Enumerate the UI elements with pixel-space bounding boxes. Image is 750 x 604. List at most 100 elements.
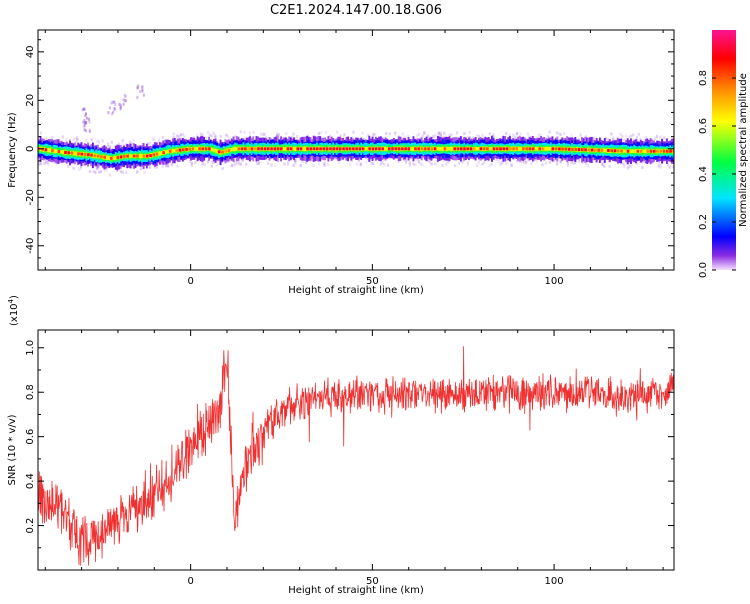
spectral-peak-cell <box>270 147 273 151</box>
spectral-halo-cell <box>261 132 264 136</box>
spectral-peak-cell <box>263 147 267 151</box>
spectral-halo-cell <box>363 137 366 141</box>
spectral-halo-cell <box>225 133 228 137</box>
spectral-halo-cell <box>488 132 491 136</box>
spectral-peak-cell <box>358 147 362 151</box>
spectral-halo-cell <box>119 170 122 174</box>
spectral-halo-cell <box>397 159 400 163</box>
spectral-peak-cell <box>387 147 391 151</box>
spectral-halo-cell <box>475 164 479 168</box>
spectral-peak-cell <box>414 147 417 151</box>
spectral-halo-cell <box>350 159 353 163</box>
spectral-halo-cell <box>555 159 559 163</box>
spectral-halo-cell <box>274 164 277 168</box>
spectral-halo-cell <box>668 165 671 169</box>
spectral-band-cell <box>232 147 235 152</box>
spectral-peak-cell <box>260 147 264 151</box>
spectral-peak-cell <box>600 148 604 152</box>
spectral-halo-cell <box>201 132 204 136</box>
spectral-halo-cell <box>414 163 417 167</box>
spectral-peak-cell <box>486 147 489 151</box>
spectral-halo-cell <box>383 158 386 162</box>
spectral-halo-cell <box>592 136 595 140</box>
spectral-halo-cell <box>441 136 444 140</box>
spectral-band-cell <box>520 146 523 151</box>
spectral-halo-cell <box>232 163 235 167</box>
spectral-peak-cell <box>352 147 355 151</box>
spectral-halo-cell <box>421 163 424 167</box>
spectral-peak-cell <box>594 148 597 152</box>
spectral-halo-cell <box>117 142 121 146</box>
spectral-peak-cell <box>247 147 250 151</box>
spectral-halo-cell <box>256 162 259 166</box>
spectral-halo-cell <box>454 164 457 168</box>
spectral-band-cell <box>160 151 163 155</box>
spectral-band-cell <box>489 147 492 151</box>
spectral-halo-cell <box>76 139 79 143</box>
spectral-halo-cell <box>212 161 215 165</box>
spectral-halo-cell <box>38 162 41 166</box>
spectral-halo-cell <box>172 136 175 140</box>
spectral-halo-cell <box>654 137 657 141</box>
colorbar-gradient <box>712 30 736 270</box>
spectral-band-cell <box>139 153 142 159</box>
spectral-halo-cell <box>423 131 426 135</box>
spectral-halo-cell <box>492 135 495 139</box>
spectral-halo-cell <box>514 135 517 139</box>
spectral-peak-cell <box>584 148 587 152</box>
spectral-peak-cell <box>87 153 90 157</box>
spectral-halo-cell <box>116 168 119 172</box>
spectral-halo-cell <box>128 140 132 144</box>
spectral-halo-cell <box>285 131 288 135</box>
spectral-halo-cell <box>270 163 273 167</box>
spectral-band-cell <box>284 146 287 151</box>
spectral-band-cell <box>477 146 480 151</box>
spectral-peak-cell <box>126 154 129 158</box>
spectral-halo-cell <box>157 137 161 141</box>
spectral-peak-cell <box>90 153 93 157</box>
spectral-scatter-cell <box>114 102 117 106</box>
spectral-halo-cell <box>283 162 286 166</box>
spectral-halo-cell <box>67 164 70 168</box>
spectral-peak-cell <box>132 154 136 158</box>
spectral-halo-cell <box>466 162 470 166</box>
spectral-scatter-cell <box>123 93 126 97</box>
spectral-band-cell <box>631 149 634 153</box>
spectral-halo-cell <box>196 133 199 137</box>
spectral-band-cell <box>644 149 647 154</box>
spectral-halo-cell <box>672 165 674 169</box>
spectral-peak-cell <box>492 147 496 151</box>
x-tick-label: 0 <box>187 576 193 587</box>
spectral-halo-cell <box>319 131 322 135</box>
spectral-scatter-cell <box>124 99 127 103</box>
spectral-peak-cell <box>659 149 663 153</box>
spectral-peak-cell <box>652 149 656 153</box>
y-tick-label: -40 <box>25 238 36 254</box>
spectral-peak-cell <box>541 147 545 151</box>
spectral-halo-cell <box>381 161 384 165</box>
spectral-halo-cell <box>623 165 626 169</box>
spectral-peak-cell <box>208 147 211 151</box>
spectral-halo-cell <box>586 164 589 168</box>
spectral-peak-cell <box>551 147 555 151</box>
spectral-peak-cell <box>616 149 620 153</box>
spectral-halo-cell <box>370 161 373 165</box>
x-tick-label: 50 <box>366 576 379 587</box>
spectral-band-cell <box>216 149 219 154</box>
spectral-band-cell <box>73 151 76 156</box>
spectral-peak-cell <box>185 147 188 151</box>
spectral-scatter-cell <box>112 100 115 104</box>
spectral-halo-cell <box>97 170 101 174</box>
spectral-halo-cell <box>152 138 155 142</box>
spectral-halo-cell <box>121 139 124 143</box>
spectral-halo-cell <box>592 136 595 140</box>
spectral-band-cell <box>536 147 539 151</box>
spectral-peak-cell <box>67 151 71 155</box>
spectral-halo-cell <box>641 160 644 164</box>
spectral-peak-cell <box>482 147 486 151</box>
spectral-peak-cell <box>522 147 525 151</box>
spectral-band-cell <box>304 146 307 151</box>
spectral-halo-cell <box>214 134 217 138</box>
spectral-halo-cell <box>606 137 609 141</box>
